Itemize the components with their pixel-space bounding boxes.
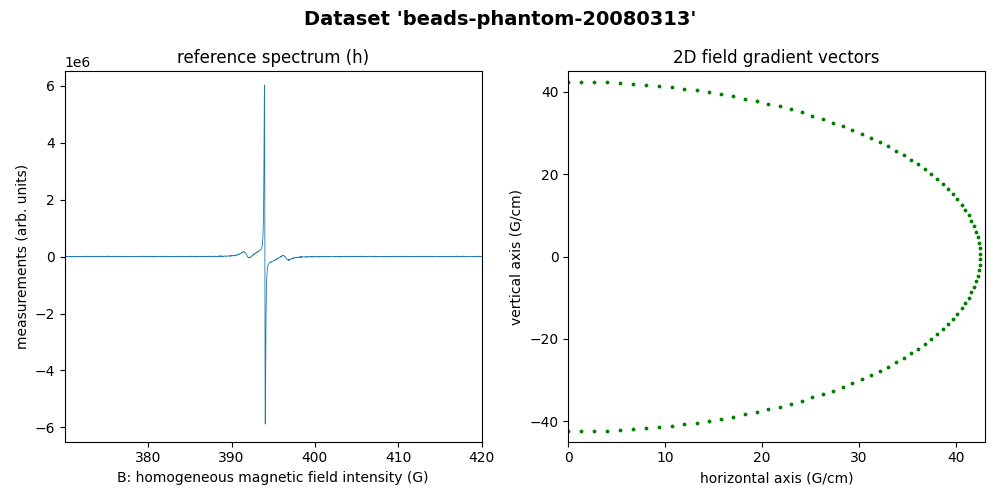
X-axis label: B: homogeneous magnetic field intensity (G): B: homogeneous magnetic field intensity … xyxy=(117,471,429,485)
Y-axis label: vertical axis (G/cm): vertical axis (G/cm) xyxy=(510,188,524,324)
Title: reference spectrum (h): reference spectrum (h) xyxy=(177,49,369,67)
X-axis label: horizontal axis (G/cm): horizontal axis (G/cm) xyxy=(700,471,853,485)
Text: Dataset 'beads-phantom-20080313': Dataset 'beads-phantom-20080313' xyxy=(304,10,696,29)
Title: 2D field gradient vectors: 2D field gradient vectors xyxy=(673,49,880,67)
Y-axis label: measurements (arb. units): measurements (arb. units) xyxy=(15,164,29,349)
